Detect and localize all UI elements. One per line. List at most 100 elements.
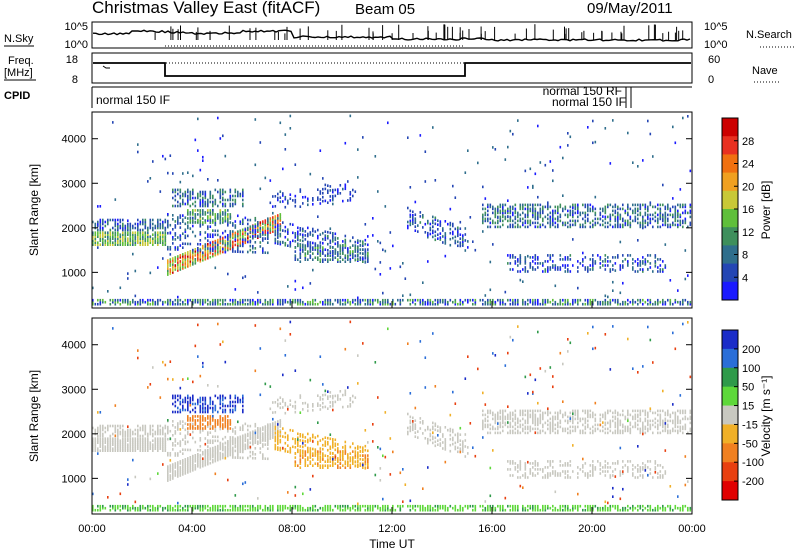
power-cell: [157, 223, 159, 226]
velocity-cell: [229, 400, 232, 404]
power-cell: [264, 225, 267, 228]
power-cell: [259, 227, 262, 230]
power-cell: [512, 223, 514, 227]
power-cell: [232, 240, 234, 244]
power-cell: [544, 225, 547, 229]
velocity-cell: [232, 410, 234, 414]
power-cell: [444, 220, 447, 223]
power-cell: [219, 200, 222, 204]
power-cell: [327, 254, 329, 257]
power-cell: [434, 238, 437, 242]
power-cell: [234, 243, 237, 247]
velocity-cell: [322, 458, 324, 461]
power-cell: [127, 222, 129, 226]
power-cell: [414, 229, 417, 232]
velocity-cell: [284, 447, 287, 451]
power-cell: [534, 262, 537, 265]
power-cell: [267, 300, 269, 304]
velocity-cell: [217, 419, 219, 422]
power-cell: [294, 236, 297, 239]
velocity-cell: [137, 349, 139, 352]
power-cell: [312, 199, 314, 202]
power-cell: [614, 203, 617, 207]
power-cell: [187, 221, 189, 224]
power-cell: [329, 231, 332, 235]
velocity-cell: [269, 385, 272, 388]
power-cell: [187, 298, 189, 302]
velocity-cell: [167, 427, 169, 431]
velocity-cell: [269, 433, 272, 436]
velocity-cell: [207, 460, 209, 464]
power-cell: [494, 302, 497, 306]
velocity-cell: [299, 508, 302, 512]
velocity-cell: [334, 400, 337, 404]
power-cell: [617, 215, 619, 219]
velocity-cell: [329, 445, 332, 449]
velocity-cell: [177, 508, 179, 512]
power-cell: [327, 234, 329, 238]
power-cell: [664, 205, 667, 209]
velocity-cell: [107, 496, 109, 499]
power-cell: [137, 226, 139, 230]
velocity-cell: [267, 437, 269, 440]
velocity-cell: [307, 508, 309, 512]
velocity-cell: [247, 444, 249, 448]
power-cell: [459, 241, 462, 244]
velocity-cell: [147, 443, 149, 446]
velocity-cell: [279, 504, 282, 508]
velocity-cell: [264, 443, 267, 446]
power-cell: [582, 203, 584, 207]
velocity-cell: [172, 396, 174, 400]
power-cell: [434, 230, 437, 234]
power-cell: [529, 223, 532, 227]
power-cell: [524, 169, 527, 173]
power-cell: [277, 198, 279, 202]
velocity-cell: [272, 430, 274, 433]
velocity-cell: [269, 508, 272, 512]
power-cell: [299, 229, 302, 232]
power-cell: [292, 199, 294, 202]
power-cell: [499, 298, 502, 302]
velocity-cell: [244, 422, 247, 426]
power-cell: [332, 246, 334, 249]
velocity-cell: [237, 400, 239, 404]
velocity-cell: [159, 396, 162, 399]
power-cell: [502, 207, 504, 211]
power-cell: [424, 302, 427, 306]
power-cell: [177, 300, 179, 304]
velocity-cell: [112, 443, 114, 446]
velocity-cell: [147, 449, 149, 452]
power-cell: [124, 233, 127, 236]
power-cell: [237, 234, 239, 238]
velocity-cell: [209, 417, 212, 420]
power-cell: [609, 223, 612, 227]
power-cell: [319, 241, 322, 244]
power-cell: [589, 264, 592, 267]
power-cell: [124, 235, 127, 238]
velocity-cell: [107, 443, 109, 446]
velocity-cell: [119, 424, 122, 428]
power-cell: [184, 230, 187, 234]
velocity-cell: [219, 504, 222, 508]
velocity-cell: [137, 439, 139, 442]
power-cell: [274, 221, 277, 225]
power-cell: [177, 267, 179, 270]
power-cell: [527, 221, 529, 225]
power-cell: [497, 216, 499, 219]
velocity-cell: [214, 425, 217, 428]
power-cell: [529, 203, 532, 207]
velocity-cell: [329, 456, 332, 459]
velocity-cell: [249, 445, 252, 449]
power-cell: [229, 190, 232, 194]
power-cell: [324, 254, 327, 257]
power-cell: [649, 302, 652, 306]
velocity-cell: [297, 448, 299, 452]
velocity-cell: [144, 506, 147, 510]
velocity-cell: [214, 453, 217, 457]
power-cell: [127, 298, 129, 302]
power-cell: [289, 222, 292, 226]
power-cell: [212, 254, 214, 258]
power-cell: [222, 204, 224, 208]
velocity-cell: [202, 410, 204, 414]
power-cell: [192, 298, 194, 302]
